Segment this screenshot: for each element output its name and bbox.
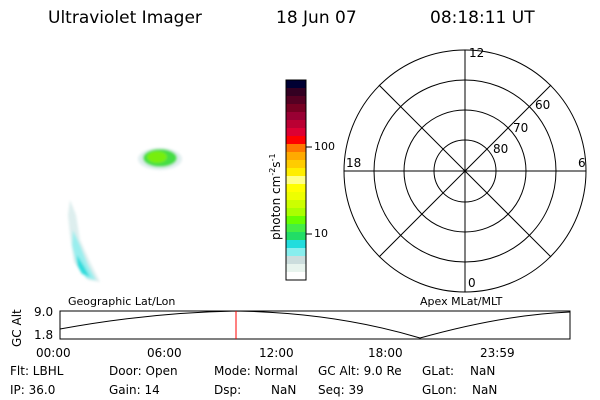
colorbar-band [286,152,306,161]
colorbar-band [286,248,306,257]
glon-value: NaN [472,383,498,397]
colorbar-band [286,240,306,249]
colorbar-label: photon cm-2s-1 [268,153,283,240]
orbit-plot [59,310,571,340]
colorbar-band [286,184,306,193]
colorbar-band [286,168,306,177]
colorbar-band [286,200,306,209]
colorbar-band [286,96,306,105]
colorbar-tick-100: 100 [314,140,335,153]
door-status: Door: Open [109,364,178,378]
colorbar-band [286,192,306,201]
orbit-y-label: GC Alt [10,309,24,347]
glat-value: NaN [470,364,496,378]
seq-status: Seq: 39 [318,383,364,397]
x-tick-1200: 12:00 [259,346,294,360]
colorbar-band [286,112,306,121]
y-tick-9: 9.0 [34,305,54,319]
mlt-label-0: 0 [468,276,476,290]
x-tick-2359: 23:59 [480,346,515,360]
colorbar-band [286,224,306,233]
ip-status: IP: 36.0 [10,383,56,397]
auroral-image [68,148,182,282]
mlt-label-12: 12 [469,46,485,60]
colorbar-band [286,88,306,97]
dsp-label: Dsp: [214,383,242,397]
glon-label: GLon: [422,383,457,397]
instrument-title: Ultraviolet Imager [48,8,202,28]
filter-status: Flt: LBHL [10,364,64,378]
polar-grid [343,49,587,293]
colorbar-band [286,144,306,153]
lat-label-80: 80 [493,142,509,156]
y-tick-1-8: 1.8 [34,328,54,342]
mode-status: Mode: Normal [214,364,298,378]
glat-label: GLat: [422,364,455,378]
colorbar-band [286,176,306,185]
date-label: 18 Jun 07 [276,8,357,28]
colorbar-band [286,272,306,281]
apex-label: Apex MLat/MLT [420,295,503,308]
colorbar-band [286,256,306,265]
colorbar-band [286,216,306,225]
colorbar-band [286,208,306,217]
x-tick-0600: 06:00 [147,346,182,360]
colorbar-ticks [306,146,312,235]
colorbar [285,79,307,281]
colorbar-band [286,104,306,113]
x-tick-0000: 00:00 [36,346,71,360]
colorbar-band [286,160,306,169]
gc-alt-status: GC Alt: 9.0 Re [318,364,402,378]
colorbar-band [286,120,306,129]
gain-status: Gain: 14 [109,383,160,397]
dsp-value: NaN [271,383,297,397]
colorbar-band [286,232,306,241]
mlt-label-6: 6 [578,156,586,170]
mlt-label-18: 18 [346,156,362,170]
geographic-label: Geographic Lat/Lon [68,295,176,308]
colorbar-band [286,80,306,89]
x-tick-1800: 18:00 [368,346,403,360]
colorbar-band [286,128,306,137]
lat-label-60: 60 [535,98,551,112]
time-label: 08:18:11 UT [430,8,535,28]
colorbar-band [286,264,306,273]
colorbar-band [286,136,306,145]
colorbar-border [285,79,307,281]
lat-label-70: 70 [513,121,529,135]
colorbar-tick-10: 10 [314,227,328,240]
